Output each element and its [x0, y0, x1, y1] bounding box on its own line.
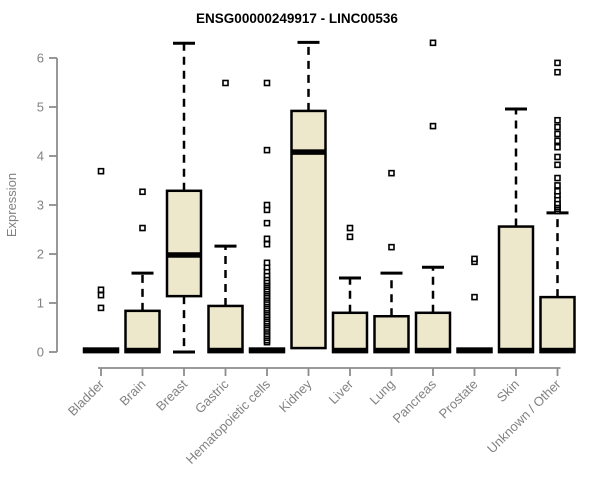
- outlier-point: [554, 137, 561, 145]
- outlier-point: [554, 174, 561, 182]
- x-tick-label: Breast: [153, 376, 190, 413]
- median-line: [83, 347, 119, 354]
- y-tick-label: 3: [37, 198, 44, 213]
- median-line: [249, 347, 285, 354]
- box: [539, 295, 576, 354]
- box: [373, 314, 410, 354]
- outlier-point: [97, 291, 105, 299]
- box: [331, 311, 369, 354]
- outlier-point: [554, 130, 561, 138]
- outlier-point: [97, 167, 105, 175]
- median-line: [539, 347, 576, 354]
- x-tick-label: Skin: [494, 377, 522, 405]
- outlier-point: [263, 79, 271, 87]
- median-line: [290, 149, 327, 155]
- outlier-point: [388, 243, 395, 251]
- outlier-point: [554, 59, 561, 67]
- x-tick-label: Liver: [326, 376, 357, 407]
- box: [497, 225, 535, 354]
- outlier-point: [554, 161, 561, 169]
- outlier-point: [346, 224, 354, 232]
- boxplot-skin: [497, 107, 535, 354]
- boxplot-liver: [331, 224, 369, 354]
- outlier-point: [222, 79, 229, 87]
- box: [165, 189, 203, 298]
- outlier-point: [263, 235, 271, 243]
- x-tick-label: Kidney: [276, 376, 315, 415]
- median-line: [332, 347, 368, 354]
- outlier-point: [263, 240, 271, 248]
- outlier-point: [97, 304, 105, 312]
- outlier-point: [97, 286, 105, 294]
- box: [290, 109, 327, 350]
- x-tick-label: Brain: [117, 377, 149, 409]
- boxplot-brain: [124, 188, 161, 354]
- outlier-point: [346, 233, 354, 241]
- boxplot-breast: [165, 41, 203, 354]
- boxplot-hematopoietic-cells: [248, 79, 286, 354]
- boxplot-unknown-other: [539, 59, 576, 354]
- x-tick-label: Unknown / Other: [484, 376, 564, 456]
- outlier-point: [429, 39, 437, 47]
- x-tick-label: Lung: [367, 377, 398, 408]
- boxplot-gastric: [207, 79, 244, 354]
- outlier-point: [263, 219, 271, 227]
- outlier-point: [554, 187, 561, 195]
- outlier-point: [263, 259, 271, 267]
- y-tick-label: 5: [37, 100, 44, 115]
- y-tick-label: 4: [37, 149, 44, 164]
- y-tick-label: 6: [37, 51, 44, 66]
- median-line: [373, 347, 410, 354]
- outlier-point: [139, 188, 146, 196]
- y-tick-label: 1: [37, 296, 44, 311]
- boxplot-lung: [373, 169, 410, 354]
- median-line: [456, 347, 493, 354]
- boxplot-pancreas: [414, 39, 452, 354]
- outlier-point: [388, 169, 395, 177]
- outlier-point: [263, 146, 271, 154]
- box: [124, 309, 161, 354]
- outlier-point: [554, 116, 561, 124]
- median-line: [166, 252, 202, 258]
- y-axis-title: Expression: [4, 173, 19, 237]
- outlier-point: [554, 153, 561, 161]
- x-tick-label: Bladder: [65, 376, 108, 419]
- median-line: [207, 347, 244, 354]
- outlier-point: [471, 293, 478, 301]
- boxplot-kidney: [290, 40, 327, 350]
- box: [207, 304, 244, 354]
- boxplot-bladder: [82, 167, 120, 354]
- x-tick-label: Gastric: [192, 376, 232, 416]
- y-tick-label: 0: [37, 345, 44, 360]
- boxplot-prostate: [456, 255, 493, 354]
- median-line: [498, 347, 534, 354]
- median-line: [415, 347, 451, 354]
- median-line: [124, 347, 161, 354]
- outlier-point: [471, 255, 478, 263]
- outlier-point: [554, 68, 561, 76]
- y-tick-label: 2: [37, 247, 44, 262]
- chart-title: ENSG00000249917 - LINC00536: [196, 11, 398, 26]
- x-tick-label: Pancreas: [390, 376, 440, 426]
- outlier-point: [554, 182, 561, 189]
- outlier-point: [429, 122, 437, 130]
- outlier-point: [263, 201, 271, 209]
- x-tick-label: Prostate: [436, 377, 481, 422]
- outlier-point: [554, 123, 561, 131]
- outlier-point: [554, 143, 561, 151]
- box: [414, 311, 452, 354]
- outlier-point: [139, 224, 146, 232]
